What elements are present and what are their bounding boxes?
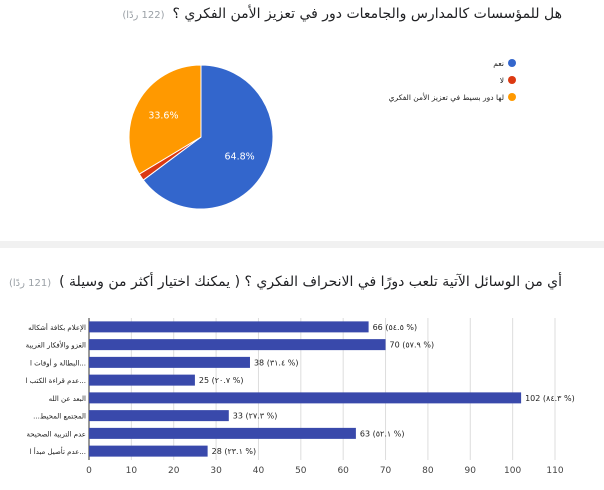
- bar: [89, 392, 522, 404]
- question-text: أي من الوسائل الآتية تلعب دورًا في الانح…: [59, 274, 562, 290]
- x-tick-label: 90: [465, 466, 477, 476]
- category-label: عدم تأصيل مبدأ ا...: [30, 446, 86, 456]
- legend-swatch: [508, 76, 516, 84]
- x-tick-label: 10: [126, 466, 138, 476]
- bar-value-label: 66 (٥٤.٥ %): [373, 323, 418, 332]
- bar: [89, 427, 356, 439]
- bar-value-label: 70 (٥٧.٩ %): [390, 341, 435, 350]
- category-label: البعد عن الله: [49, 395, 86, 403]
- card-divider: [0, 241, 604, 248]
- x-tick-label: 40: [253, 466, 265, 476]
- legend-label: لا: [499, 75, 504, 85]
- bar: [89, 374, 195, 386]
- bar: [89, 445, 208, 457]
- x-tick-label: 80: [422, 466, 434, 476]
- x-tick-label: 100: [504, 466, 521, 476]
- x-tick-label: 0: [86, 466, 92, 476]
- category-label: الغزو والأفكار الغريبة: [26, 341, 86, 350]
- x-tick-label: 30: [210, 466, 222, 476]
- bar-value-label: 33 (٢٧.٣ %): [233, 412, 278, 421]
- question-text: هل للمؤسسات كالمدارس والجامعات دور في تع…: [172, 6, 562, 22]
- pie-slice-label: 33.6%: [148, 111, 178, 122]
- bar: [89, 410, 229, 422]
- legend-item: لها دور بسيط في تعزيز الأمن الفكري: [366, 89, 516, 105]
- legend-swatch: [508, 59, 516, 67]
- pie-legend: نعم لا لها دور بسيط في تعزيز الأمن الفكري: [366, 55, 516, 106]
- legend-item: لا: [366, 72, 516, 88]
- response-count: (122 ردًا): [122, 10, 165, 21]
- legend-label: لها دور بسيط في تعزيز الأمن الفكري: [388, 92, 504, 102]
- legend-label: نعم: [493, 58, 504, 68]
- question-title: هل للمؤسسات كالمدارس والجامعات دور في تع…: [122, 6, 562, 22]
- bar-value-label: 63 (٥٢.١ %): [360, 429, 405, 438]
- pie-slice-0: [142, 64, 274, 210]
- x-tick-label: 110: [546, 466, 563, 476]
- question-card-2: أي من الوسائل الآتية تلعب دورًا في الانح…: [0, 248, 604, 490]
- bar: [89, 321, 369, 333]
- pie-chart: 64.8% 33.6%: [128, 64, 274, 210]
- bar-value-label: 28 (٢٣.١ %): [212, 447, 257, 456]
- pie-slice-2: [128, 64, 202, 175]
- category-label: عدم قراءة الكتب ا...: [25, 377, 86, 385]
- category-label: البطالة و أوقات ا...: [30, 358, 86, 367]
- bar: [89, 356, 250, 368]
- x-tick-label: 50: [295, 466, 307, 476]
- bar-chart: 0 10 20 30 40 50 60 70 80 90 100 110 الإعلام بكافة أ…: [25, 318, 575, 476]
- x-tick-label: 70: [380, 466, 392, 476]
- legend-item: نعم: [366, 55, 516, 71]
- category-label: ...المجتمع المحيط: [33, 413, 86, 421]
- question-title: أي من الوسائل الآتية تلعب دورًا في الانح…: [9, 274, 562, 290]
- x-tick-label: 20: [168, 466, 180, 476]
- category-label: عدم التربية الصحيحة: [26, 430, 86, 438]
- bar-value-label: 25 (٢٠.٧ %): [199, 376, 244, 385]
- bar-value-label: 38 (٣١.٤ %): [254, 358, 299, 367]
- response-count: (121 ردًا): [9, 278, 52, 289]
- legend-swatch: [508, 93, 516, 101]
- question-card-1: هل للمؤسسات كالمدارس والجامعات دور في تع…: [0, 0, 604, 240]
- x-tick-label: 60: [337, 466, 349, 476]
- bar: [89, 339, 386, 351]
- bar-value-label: 102 (٨٤.٣ %): [525, 394, 575, 403]
- pie-slice-label: 64.8%: [225, 151, 255, 162]
- category-label: الإعلام بكافة أشكاله: [28, 323, 86, 332]
